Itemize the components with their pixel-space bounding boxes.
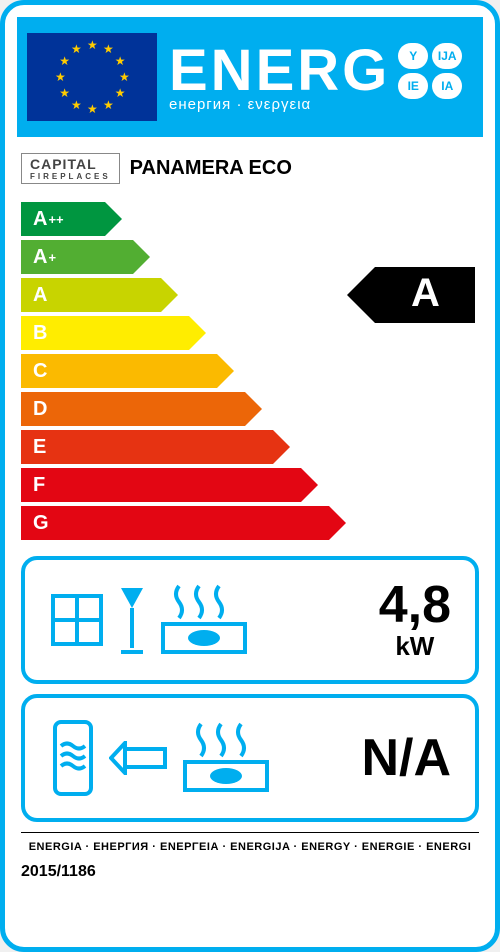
header-badge: IJA (432, 43, 462, 69)
energy-class-label: B (33, 316, 47, 350)
indirect-heat-value: N/A (361, 732, 451, 784)
eu-star-icon: ★ (59, 56, 69, 66)
energy-class-label: E (33, 430, 46, 464)
heater-icon (159, 584, 249, 656)
regulation-code: 2015/1186 (21, 863, 479, 881)
brand-logo-line2: FIREPLACES (30, 172, 111, 181)
eu-star-icon: ★ (59, 88, 69, 98)
energy-class-bar (21, 468, 301, 502)
energy-class-tip (189, 316, 206, 350)
energy-class-tip (273, 430, 290, 464)
energy-label: ★★★★★★★★★★★★ ENERG YIJAIEIA енергия · εν… (0, 0, 500, 952)
rating-arrow: A (375, 267, 475, 323)
heater-icon-2 (181, 722, 271, 794)
energy-class-label: A (33, 278, 47, 312)
eu-flag-icon: ★★★★★★★★★★★★ (27, 33, 157, 121)
indirect-heat-icons (49, 718, 271, 798)
energy-class-bar (21, 354, 217, 388)
energy-class-row: D (21, 392, 479, 426)
energy-class-row: E (21, 430, 479, 464)
window-icon (49, 592, 105, 648)
energy-class-bar (21, 430, 273, 464)
arrow-left-icon (109, 741, 169, 775)
energy-class-label: F (33, 468, 45, 502)
energy-class-bar (21, 392, 245, 426)
tank-icon (49, 718, 97, 798)
brand-logo: CAPITAL FIREPLACES (21, 153, 120, 184)
header-badge: IA (432, 73, 462, 99)
eu-star-icon: ★ (87, 40, 97, 50)
eu-star-icon: ★ (55, 72, 65, 82)
product-name: PANAMERA ECO (130, 157, 292, 180)
indirect-heat-box: N/A (21, 694, 479, 822)
energy-class-row: G (21, 506, 479, 540)
energy-class-tip (217, 354, 234, 388)
header-text-block: ENERG YIJAIEIA енергия · ενεργεια (157, 42, 473, 113)
header-badge: Y (398, 43, 428, 69)
energy-class-bar (21, 506, 329, 540)
header-badges: YIJAIEIA (398, 43, 462, 99)
direct-heat-icons (49, 584, 249, 656)
direct-heat-unit: kW (379, 631, 451, 662)
direct-heat-number: 4,8 (379, 576, 451, 634)
eu-star-icon: ★ (103, 100, 113, 110)
brand-logo-line1: CAPITAL (30, 156, 97, 172)
energy-class-label: A++ (33, 202, 64, 236)
energy-class-label: D (33, 392, 47, 426)
energy-class-tip (301, 468, 318, 502)
header-badge: IE (398, 73, 428, 99)
direct-heat-value: 4,8 kW (379, 579, 451, 662)
rating-arrow-label: A (411, 271, 440, 316)
energy-class-label: C (33, 354, 47, 388)
indirect-heat-number: N/A (361, 729, 451, 787)
energy-class-tip (105, 202, 122, 236)
energy-class-label: G (33, 506, 49, 540)
eu-star-icon: ★ (115, 56, 125, 66)
energy-class-tip (329, 506, 346, 540)
eu-star-icon: ★ (119, 72, 129, 82)
energy-class-row: A++ (21, 202, 479, 236)
eu-star-icon: ★ (71, 100, 81, 110)
header-title: ENERG (169, 42, 390, 100)
lamp-icon (117, 584, 147, 656)
energy-class-tip (245, 392, 262, 426)
header: ★★★★★★★★★★★★ ENERG YIJAIEIA енергия · εν… (17, 17, 483, 137)
energy-class-row: F (21, 468, 479, 502)
footer-languages: ENERGIA · ЕНЕРГИЯ · ΕΝΕΡΓΕΙΑ · ENERGIJA … (21, 832, 479, 853)
brand-row: CAPITAL FIREPLACES PANAMERA ECO (21, 153, 479, 184)
energy-scale: A++A+ABCDEFG A (21, 202, 479, 542)
energy-class-row: C (21, 354, 479, 388)
eu-star-icon: ★ (115, 88, 125, 98)
eu-star-icon: ★ (71, 44, 81, 54)
direct-heat-box: 4,8 kW (21, 556, 479, 684)
energy-class-tip (161, 278, 178, 312)
energy-class-label: A+ (33, 240, 56, 274)
eu-star-icon: ★ (87, 104, 97, 114)
eu-star-icon: ★ (103, 44, 113, 54)
energy-class-tip (133, 240, 150, 274)
